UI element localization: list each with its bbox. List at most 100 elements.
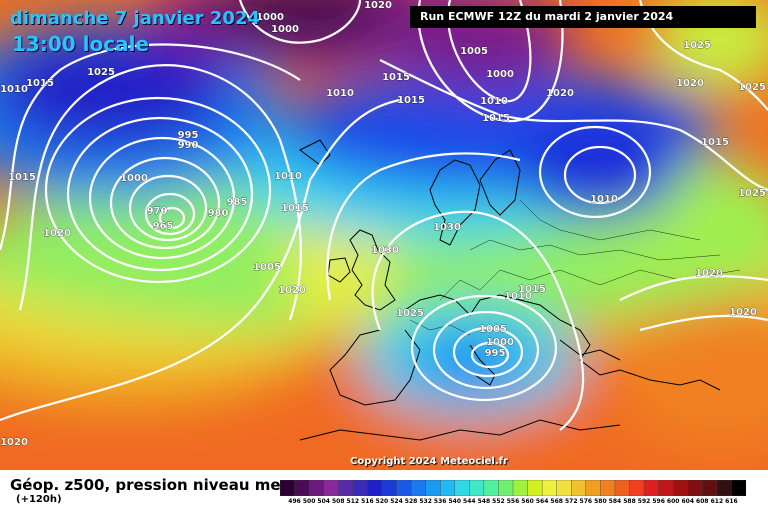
color-scale-swatch bbox=[498, 480, 514, 496]
color-scale-label: 544 bbox=[463, 498, 476, 505]
color-scale-label: 516 bbox=[361, 498, 374, 505]
color-scale-label: 532 bbox=[419, 498, 432, 505]
isobar-label: 1015 bbox=[518, 284, 546, 295]
color-scale-swatch bbox=[658, 480, 674, 496]
isobar-label: 1025 bbox=[738, 188, 766, 199]
color-scale-label: 604 bbox=[681, 498, 695, 505]
forecast-local-time: 13:00 locale bbox=[12, 32, 149, 56]
isobar-label: 1025 bbox=[396, 308, 424, 319]
color-scale-label: 520 bbox=[375, 498, 389, 505]
isobar-label: 1015 bbox=[281, 203, 309, 214]
isobar-label: 1010 bbox=[504, 291, 532, 302]
isobar-label: 1010 bbox=[590, 194, 618, 205]
color-scale-swatch bbox=[527, 480, 543, 496]
color-scale-swatch bbox=[614, 480, 631, 496]
color-scale-swatch bbox=[367, 480, 383, 496]
legend-lead-time: (+120h) bbox=[16, 494, 62, 505]
isobar-label: 980 bbox=[208, 208, 229, 219]
isobar-label: 965 bbox=[153, 221, 174, 232]
isobar-label: 1005 bbox=[479, 324, 507, 335]
isobar-labels: 1000100010201005100010101015102010251020… bbox=[0, 0, 766, 448]
color-scale-label: 536 bbox=[433, 498, 447, 505]
color-scale-swatch bbox=[338, 480, 354, 496]
isobar-label: 1010 bbox=[274, 171, 302, 182]
isobar-label: 1020 bbox=[43, 228, 71, 239]
color-scale-labels: 496 500 504 508 512 516 520 524 528 532 536 540 544 5… bbox=[280, 498, 746, 510]
color-scale-label: 564 bbox=[535, 498, 549, 505]
color-scale-swatch bbox=[687, 480, 704, 496]
isobar-label: 1025 bbox=[738, 82, 766, 93]
color-scale-label: 568 bbox=[550, 498, 563, 505]
isobar-label: 1020 bbox=[278, 285, 306, 296]
isobar-label: 1030 bbox=[371, 245, 399, 256]
isobar-label: 1010 bbox=[480, 96, 508, 107]
color-scale-label: 500 bbox=[302, 498, 316, 505]
color-scale-label: 612 bbox=[710, 498, 724, 505]
color-scale-swatch bbox=[483, 480, 500, 496]
color-scale-label: 496 bbox=[288, 498, 301, 505]
color-scale-swatch bbox=[702, 480, 718, 496]
color-scale-label: 572 bbox=[564, 498, 578, 505]
color-scale-swatch bbox=[439, 480, 456, 496]
color-scale-label: 540 bbox=[448, 498, 462, 505]
isobar-label: 1000 bbox=[271, 24, 299, 35]
color-scale-swatch bbox=[600, 480, 616, 496]
color-scale-swatch bbox=[280, 480, 296, 496]
isobar-label: 970 bbox=[147, 206, 168, 217]
color-scale-label: 592 bbox=[637, 498, 651, 505]
run-info-box: Run ECMWF 12Z du mardi 2 janvier 2024 bbox=[410, 6, 756, 28]
isobar-label: 1015 bbox=[482, 113, 510, 124]
isobars bbox=[0, 0, 768, 431]
color-scale bbox=[280, 480, 746, 496]
isobar-label: 1000 bbox=[486, 69, 514, 80]
isobar-label: 1005 bbox=[253, 262, 281, 273]
color-scale-swatch bbox=[396, 480, 412, 496]
isobar-label: 1000 bbox=[120, 173, 148, 184]
color-scale-label: 600 bbox=[666, 498, 680, 505]
color-scale-swatch bbox=[381, 480, 398, 496]
color-scale-swatch bbox=[469, 480, 485, 496]
isobar-label: 1020 bbox=[729, 307, 757, 318]
isobar-label: 995 bbox=[178, 130, 199, 141]
isobar-label: 1010 bbox=[326, 88, 354, 99]
color-scale-swatch bbox=[410, 480, 427, 496]
geopotential-field bbox=[0, 0, 768, 470]
color-scale-label: 588 bbox=[623, 498, 636, 505]
isobar-label: 1005 bbox=[460, 46, 488, 57]
color-scale-label: 556 bbox=[506, 498, 520, 505]
color-scale-swatch bbox=[425, 480, 441, 496]
color-scale-label: 596 bbox=[652, 498, 665, 505]
copyright-notice: Copyright 2024 Meteociel.fr bbox=[350, 456, 508, 467]
color-scale-swatch bbox=[294, 480, 310, 496]
isobar-label: 1015 bbox=[8, 172, 36, 183]
isobar-label: 1020 bbox=[364, 0, 392, 11]
color-scale-swatch bbox=[672, 480, 689, 496]
isobar-label: 995 bbox=[485, 348, 506, 359]
isobar-label: 1020 bbox=[695, 268, 723, 279]
color-scale-label: 548 bbox=[477, 498, 491, 505]
isobar-label: 1025 bbox=[683, 40, 711, 51]
isobar-label: 1020 bbox=[0, 437, 28, 448]
color-scale-label: 528 bbox=[404, 498, 418, 505]
color-scale-swatch bbox=[571, 480, 587, 496]
isobar-label: 1025 bbox=[87, 67, 115, 78]
color-scale-label: 580 bbox=[594, 498, 607, 505]
color-scale-swatch bbox=[323, 480, 339, 496]
isobar-label: 1015 bbox=[701, 137, 729, 148]
isobar-label: 1015 bbox=[26, 78, 54, 89]
color-scale-label: 576 bbox=[579, 498, 593, 505]
isobar-label: 985 bbox=[227, 197, 248, 208]
weather-map: 1000100010201005100010101015102010251020… bbox=[0, 0, 768, 470]
forecast-date: dimanche 7 janvier 2024 bbox=[10, 8, 261, 29]
color-scale-label: 616 bbox=[725, 498, 738, 505]
color-scale-swatch bbox=[512, 480, 529, 496]
color-scale-label: 524 bbox=[390, 498, 403, 505]
color-scale-swatch bbox=[585, 480, 602, 496]
legend-title: Géop. z500, pression niveau mer bbox=[10, 476, 288, 494]
color-scale-label: 552 bbox=[492, 498, 505, 505]
color-scale-label: 512 bbox=[346, 498, 360, 505]
isobar-label: 1015 bbox=[397, 95, 425, 106]
isobar-label: 1010 bbox=[0, 84, 28, 95]
color-scale-swatch bbox=[541, 480, 558, 496]
color-scale-label: 560 bbox=[521, 498, 534, 505]
